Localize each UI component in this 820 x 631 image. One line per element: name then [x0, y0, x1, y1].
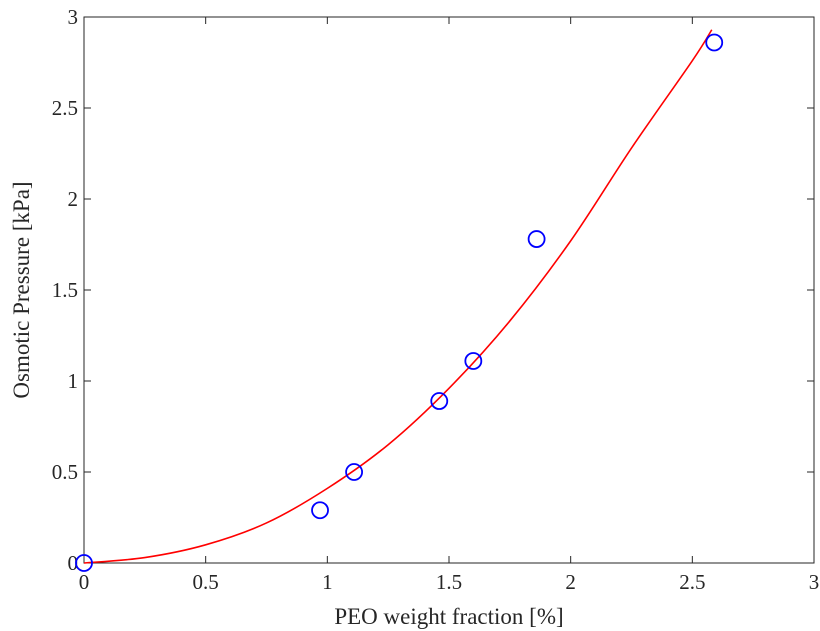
x-tick-label: 0.5	[193, 570, 219, 594]
data-point-marker	[527, 230, 546, 248]
y-tick-labels: 0 0.5 1 1.5 2 2.5 3	[52, 5, 78, 575]
y-tick-label: 1	[68, 369, 79, 393]
x-tick-label: 0	[79, 570, 90, 594]
y-tick-label: 0.5	[52, 460, 78, 484]
x-tick-labels: 0 0.5 1 1.5 2 2.5 3	[79, 570, 820, 594]
x-tick-label: 2.5	[679, 570, 705, 594]
data-point-marker	[705, 33, 724, 52]
y-tick-label: 2	[68, 187, 79, 211]
y-tick-label: 0	[68, 551, 79, 575]
data-series	[75, 29, 724, 572]
data-point-marker	[345, 463, 364, 481]
x-tick-label: 1	[322, 570, 333, 594]
axis-ticks	[83, 16, 815, 564]
y-tick-label: 2.5	[52, 96, 78, 120]
data-point-marker	[430, 392, 449, 410]
y-axis-label: Osmotic Pressure [kPa]	[9, 181, 34, 398]
x-axis-label: PEO weight fraction [%]	[334, 604, 563, 629]
data-point-marker	[464, 352, 483, 370]
y-tick-label: 3	[68, 5, 79, 29]
data-point-marker	[311, 501, 329, 520]
x-tick-label: 2	[565, 570, 576, 594]
x-tick-label: 1.5	[436, 570, 462, 594]
y-tick-label: 1.5	[52, 278, 78, 302]
x-tick-label: 3	[809, 570, 820, 594]
data-point-marker	[75, 554, 93, 572]
